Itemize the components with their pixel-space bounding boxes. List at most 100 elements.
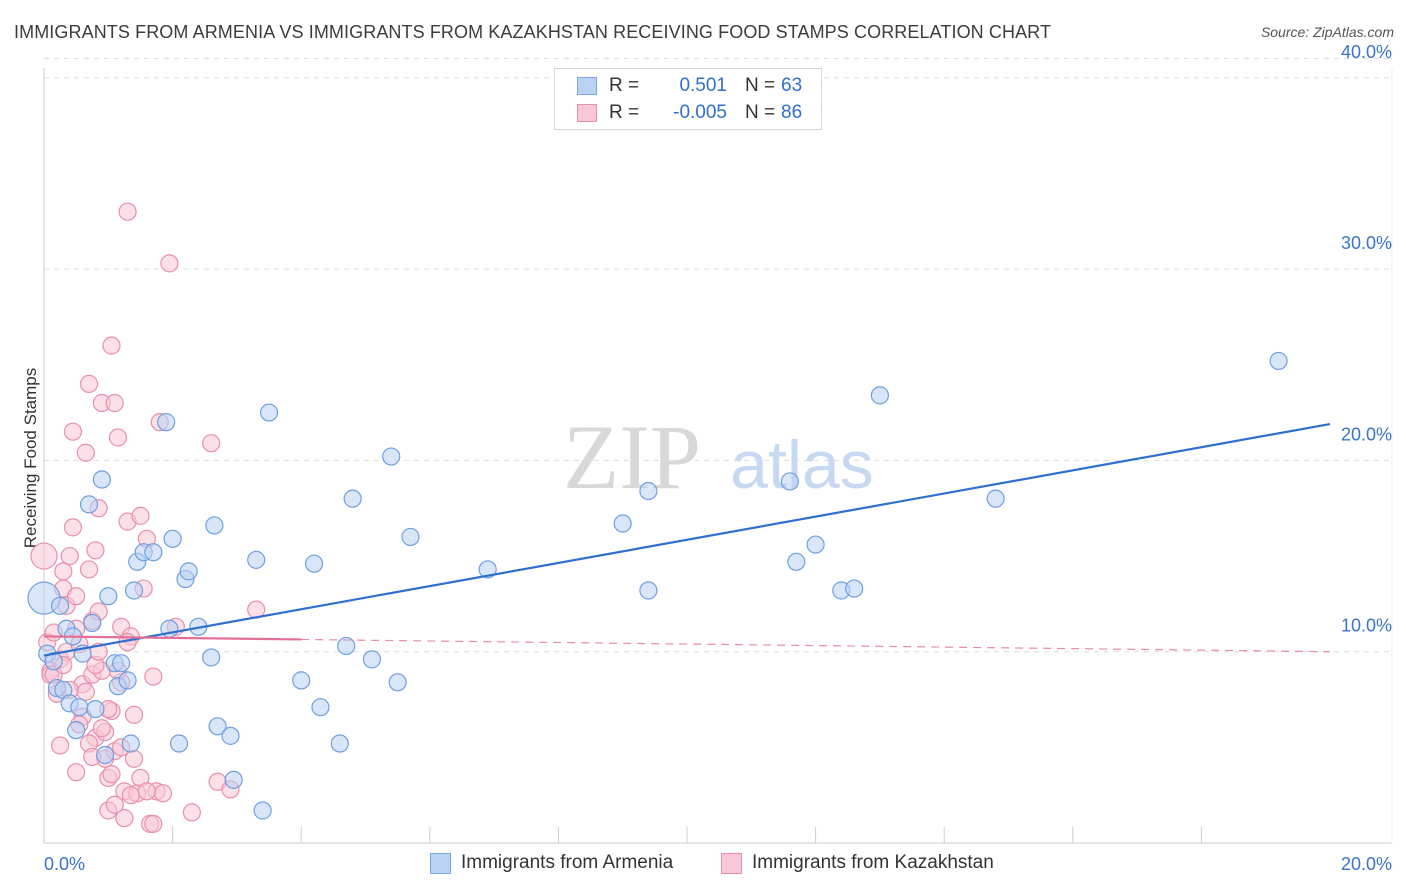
armenia-point [224,770,243,789]
kazakhstan-point [115,809,134,828]
kazakhstan-point [153,784,173,803]
legend-item-kazakhstan[interactable]: Immigrants from Kazakhstan [721,852,994,874]
armenia-points [27,351,1288,820]
armenia-point [144,543,163,562]
legend-item-armenia[interactable]: Immigrants from Armenia [430,852,673,874]
armenia-point [86,699,105,719]
armenia-point [205,516,224,535]
kazakhstan-point [67,763,86,782]
armenia-point [163,529,182,548]
kazakhstan-point [79,560,99,579]
r-label: R = [609,102,640,123]
stats-legend: R = 0.501 N = 63 R = -0.005 N = 86 [554,68,822,130]
kazakhstan-point [108,428,128,447]
armenia-point [986,489,1005,508]
armenia-point [247,550,266,569]
armenia-point [169,734,189,753]
kazakhstan-point [102,765,121,784]
kazakhstan-point [105,795,124,814]
kazakhstan-legend-label: Immigrants from Kazakhstan [752,852,994,873]
armenia-point [382,447,401,466]
armenia-point [806,535,825,554]
n-label: N = [745,102,776,123]
armenia-point [362,650,382,669]
armenia-point [70,698,89,717]
kazakhstan-points [30,202,266,833]
armenia-point [95,745,115,765]
kazakhstan-point [144,814,163,833]
armenia-point [202,648,221,667]
armenia-point [401,527,420,547]
armenia-point [221,726,240,745]
tick-labels: 10.0% 20.0% 30.0% 40.0% 0.0% 20.0% [44,42,1392,874]
armenia-point [639,581,658,600]
watermark: ZIP atlas [563,406,874,508]
y-tick-label: 30.0% [1341,233,1392,253]
armenia-point [259,403,279,422]
source-credit: Source: ZipAtlas.com [1260,24,1394,40]
kazakhstan-point [67,587,86,606]
armenia-point [83,613,102,633]
armenia-point [330,734,349,753]
kazakhstan-legend-swatch [721,852,742,874]
kazakhstan-trend-line [43,635,302,641]
kazakhstan-point [202,434,221,453]
kazakhstan-point [86,541,105,560]
y-tick-label: 10.0% [1341,616,1392,636]
armenia-trend-line [43,422,1331,657]
kazakhstan-point [76,443,95,462]
grid-layer [44,58,1393,843]
kazakhstan-point [30,542,58,570]
armenia-point [157,413,176,432]
armenia-point [208,717,227,736]
armenia-point [79,495,99,514]
n-value-kazakhstan: 86 [781,102,803,123]
kazakhstan-point [131,506,150,525]
armenia-point [639,481,658,501]
armenia-point [124,581,144,600]
armenia-point [292,671,311,690]
kazakhstan-point [92,719,111,738]
armenia-point [253,801,272,820]
armenia-point [337,636,356,656]
armenia-point [179,562,198,581]
armenia-point [118,671,137,690]
trend-lines [43,422,1331,657]
armenia-point [1269,351,1288,371]
kazakhstan-swatch [577,104,597,122]
y-tick-label: 40.0% [1341,42,1392,62]
r-label: R = [609,75,640,96]
armenia-legend-swatch [430,852,451,874]
armenia-point [845,579,864,598]
x-tick-label-max: 20.0% [1341,854,1392,874]
n-value-armenia: 63 [781,75,803,96]
armenia-point [99,587,118,606]
kazakhstan-point [144,667,163,686]
series-legend: Immigrants from Armenia Immigrants from … [0,852,1406,878]
kazakhstan-point [63,422,83,441]
kazakhstan-point [137,782,156,801]
watermark-atlas: atlas [730,427,874,503]
chart-title: IMMIGRANTS FROM ARMENIA VS IMMIGRANTS FR… [14,22,1052,42]
kazakhstan-point [124,705,144,724]
kazakhstan-point [76,682,95,701]
armenia-point [787,552,806,571]
armenia-legend-label: Immigrants from Armenia [461,852,674,873]
armenia-point [613,514,632,533]
armenia-point [67,721,86,740]
armenia-point [121,734,140,753]
armenia-point [870,386,890,405]
kazakhstan-point [50,736,70,755]
armenia-point [343,489,362,508]
y-tick-label: 20.0% [1341,424,1392,444]
kazakhstan-point [102,336,121,355]
r-value-kazakhstan: -0.005 [673,102,727,123]
legend-row-armenia: R = 0.501 N = 63 [577,73,802,99]
x-tick-label-min: 0.0% [44,854,85,874]
kazakhstan-point [79,374,99,393]
n-label: N = [745,75,776,96]
armenia-point [780,472,799,491]
kazakhstan-point [60,546,79,566]
armenia-point [311,698,330,717]
